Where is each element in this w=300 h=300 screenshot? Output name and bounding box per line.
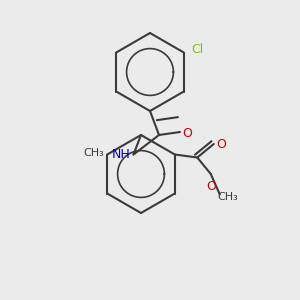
- Text: CH₃: CH₃: [83, 148, 104, 158]
- Text: Cl: Cl: [191, 43, 203, 56]
- Text: CH₃: CH₃: [217, 192, 238, 202]
- Text: NH: NH: [112, 148, 131, 161]
- Text: O: O: [206, 179, 216, 193]
- Text: O: O: [183, 127, 192, 140]
- Text: O: O: [216, 137, 226, 151]
